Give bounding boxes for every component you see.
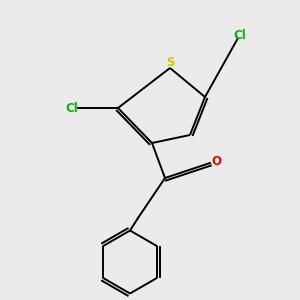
Text: S: S <box>166 56 174 69</box>
Text: Cl: Cl <box>233 28 246 41</box>
Text: Cl: Cl <box>65 101 78 115</box>
Text: O: O <box>212 155 222 168</box>
